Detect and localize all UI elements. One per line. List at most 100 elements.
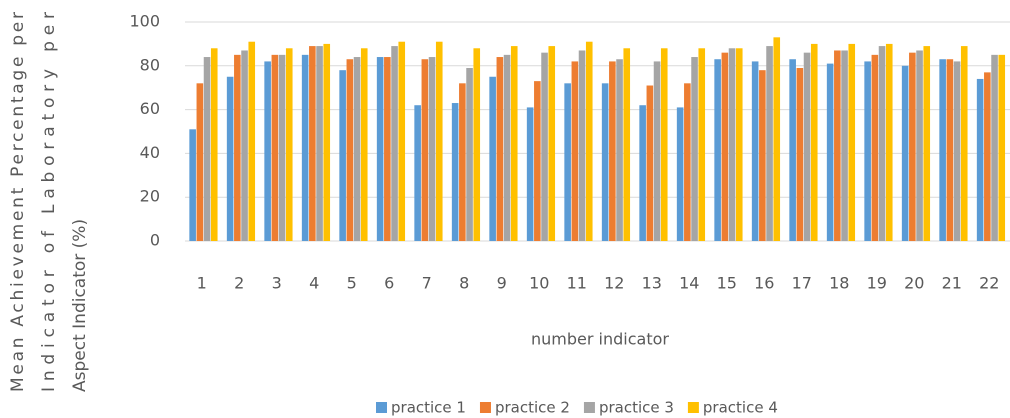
bar [451, 103, 459, 241]
y-tick-label: 20 [140, 187, 160, 206]
bar [646, 85, 654, 241]
bar [834, 50, 841, 241]
y-tick-label: 0 [150, 231, 160, 250]
bar [998, 54, 1006, 241]
y-axis-title: Aspect Indicator (%) [70, 219, 90, 392]
x-tick-label: 16 [754, 274, 774, 293]
bar [564, 83, 571, 241]
bar [991, 54, 998, 241]
bar [435, 41, 443, 242]
x-tick-label: 17 [792, 274, 812, 293]
bar [684, 83, 691, 241]
x-axis-title: number indicator [531, 330, 669, 349]
y-axis-title: Indicator of Laboratory per [39, 12, 59, 392]
bar [601, 83, 609, 241]
legend-label: practice 2 [495, 399, 570, 417]
x-tick-label: 22 [979, 274, 999, 293]
x-tick-label: 5 [347, 274, 357, 293]
bar [826, 63, 834, 241]
bar [960, 46, 968, 242]
bar [271, 54, 279, 241]
x-tick-label: 20 [904, 274, 924, 293]
legend-swatch [376, 402, 387, 413]
bar [339, 70, 346, 242]
bar [885, 43, 893, 242]
bar [803, 52, 811, 241]
bar [428, 57, 436, 241]
x-tick-label: 11 [567, 274, 587, 293]
bar [571, 61, 579, 241]
bar [585, 41, 593, 242]
bar [510, 46, 518, 242]
x-tick-label: 13 [642, 274, 662, 293]
bar [864, 61, 871, 241]
bar [316, 46, 323, 242]
bar [953, 61, 961, 241]
bar [376, 57, 384, 241]
bar [916, 50, 923, 241]
bar [691, 57, 698, 241]
bar [384, 57, 391, 241]
bar [248, 41, 256, 242]
x-tick-label: 18 [829, 274, 849, 293]
bar [496, 57, 504, 241]
y-tick-label: 60 [140, 99, 160, 118]
bar [473, 48, 481, 241]
bar [534, 81, 541, 241]
bar [323, 43, 331, 242]
bar [660, 48, 668, 241]
bar [360, 48, 368, 241]
x-tick-label: 15 [717, 274, 737, 293]
bar [923, 46, 931, 242]
bar [909, 52, 916, 241]
bar [301, 54, 309, 241]
x-tick-label: 2 [234, 274, 244, 293]
bar [810, 43, 818, 242]
bar [939, 59, 946, 242]
bar [503, 54, 511, 241]
bar [841, 50, 848, 241]
bar [871, 54, 879, 241]
bar [414, 105, 421, 241]
legend-label: practice 4 [703, 399, 778, 417]
bar [984, 72, 991, 242]
bar [285, 48, 293, 241]
bar [309, 46, 316, 242]
bar [698, 48, 706, 241]
bar [901, 65, 909, 241]
bar [946, 59, 954, 242]
bar [676, 107, 684, 241]
bar [796, 67, 804, 242]
x-tick-label: 4 [309, 274, 319, 293]
bar [391, 46, 398, 242]
bar [264, 61, 271, 241]
x-tick-label: 1 [197, 274, 207, 293]
x-tick-label: 12 [604, 274, 624, 293]
x-tick-label: 10 [529, 274, 549, 293]
bar [578, 50, 586, 241]
bar [616, 59, 623, 242]
bar [203, 57, 211, 241]
bar [848, 43, 856, 242]
x-tick-label: 7 [422, 274, 432, 293]
legend-swatch [583, 402, 595, 413]
bar [189, 129, 196, 241]
bar [353, 57, 361, 241]
bar [623, 48, 631, 241]
bar [241, 50, 248, 241]
bar [234, 54, 241, 241]
bar [196, 83, 204, 241]
bar [653, 61, 661, 241]
x-tick-label: 9 [497, 274, 507, 293]
bar [789, 59, 796, 242]
bar [714, 59, 721, 242]
bar [459, 83, 466, 241]
bar [541, 52, 548, 241]
bar [210, 48, 218, 241]
y-tick-label: 40 [140, 143, 160, 162]
bar [721, 52, 729, 241]
bar [526, 107, 534, 241]
bar [278, 54, 286, 241]
bar [398, 41, 406, 242]
x-tick-label: 6 [384, 274, 394, 293]
